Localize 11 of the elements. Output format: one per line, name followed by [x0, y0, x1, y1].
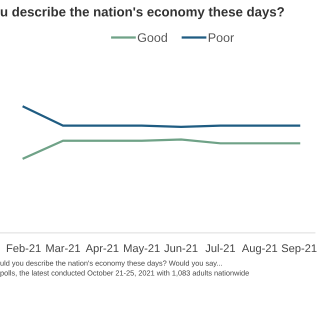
x-tick-label: May-21: [124, 244, 160, 254]
chart-title: u describe the nation's economy these days?: [0, 6, 284, 20]
x-tick-label: Sep-21: [282, 244, 317, 254]
x-tick-label: Jun-21: [164, 244, 198, 252]
x-tick-label: Feb-21: [6, 244, 41, 252]
legend-label: Good: [138, 32, 167, 42]
x-tick-label: Apr-21: [86, 244, 118, 254]
x-tick-label: Jul-21: [205, 244, 236, 252]
x-tick-label: Aug-21: [242, 244, 278, 254]
legend-label: Poor: [208, 33, 234, 42]
x-tick-label: Mar-21: [46, 244, 80, 252]
